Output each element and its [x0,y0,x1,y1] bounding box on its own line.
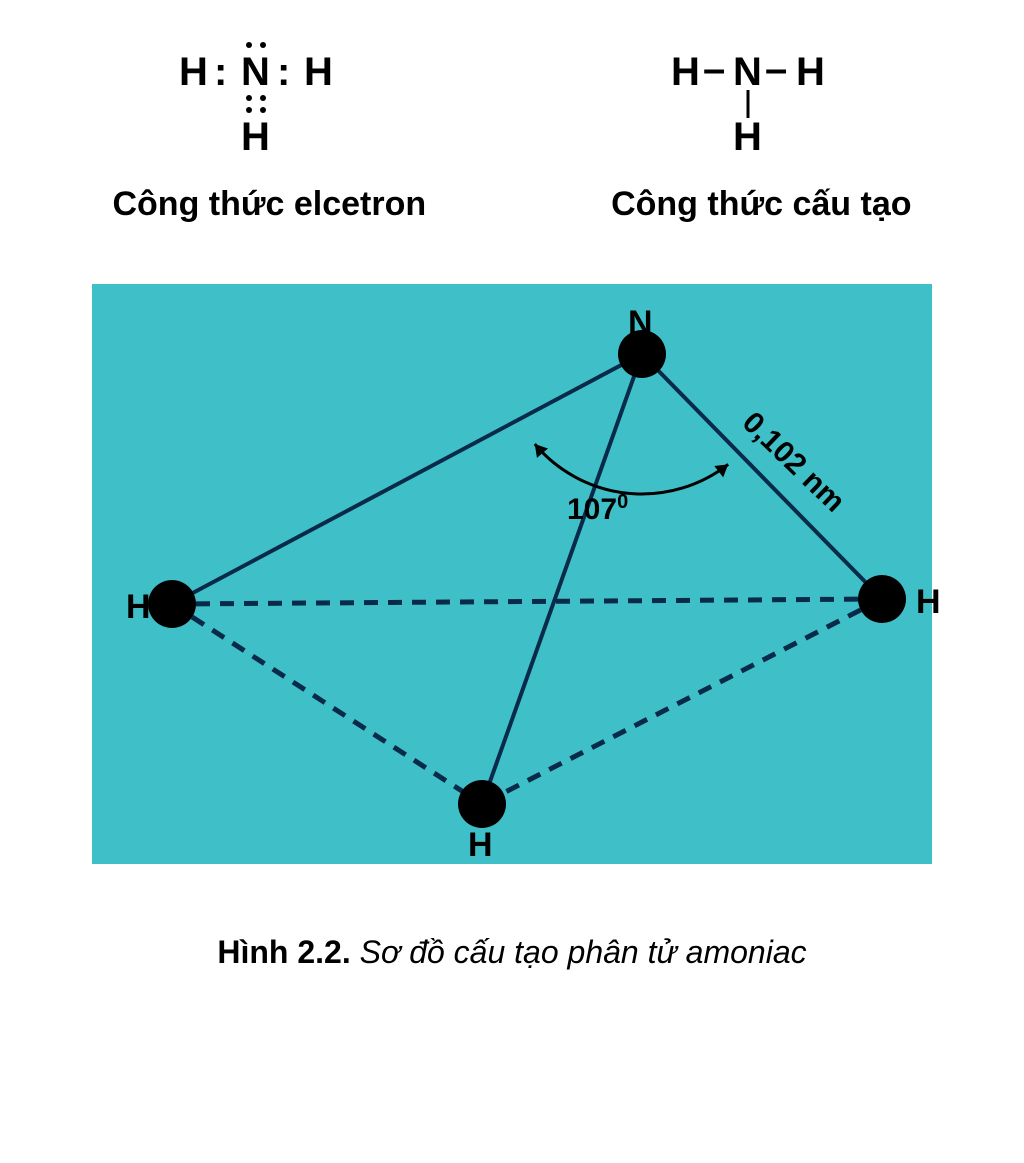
lone-pair-dot [260,42,266,48]
caption-text: Sơ đồ cấu tạo phân tử amoniac [351,934,807,970]
electron-h-right: H [304,50,333,94]
struct-h-left: H [671,50,700,94]
structural-formula-block: H – N – H H Công thức cấu tạo [611,30,911,224]
svg-text:H: H [126,588,151,626]
electron-formula: H : N : H H [119,30,419,160]
structural-formula-label: Công thức cấu tạo [611,185,911,224]
electron-h-bottom: H [241,115,270,159]
figure-caption: Hình 2.2. Sơ đồ cấu tạo phân tử amoniac [0,934,1024,971]
struct-bond-right: – [765,47,787,91]
structural-formula: H – N – H H [611,30,911,160]
struct-h-right: H [796,50,825,94]
molecule-svg: 10700,102 nmNHHH [52,254,972,894]
bond-dot [260,95,266,101]
bond-dot [260,107,266,113]
bond-dot [246,95,252,101]
electron-bond-right: : [277,50,290,94]
caption-prefix: Hình 2.2. [217,934,350,970]
electron-formula-label: Công thức elcetron [112,185,426,224]
lone-pair-dot [246,42,252,48]
struct-bond-left: – [703,47,725,91]
struct-n: N [733,50,762,94]
struct-h-bottom: H [733,115,762,159]
electron-bond-left: : [214,50,227,94]
electron-n: N [241,50,270,94]
molecule-diagram: 10700,102 nmNHHH [52,254,972,894]
electron-h-left: H [179,50,208,94]
bond-dot [246,107,252,113]
electron-formula-block: H : N : H H Công thức elcetron [112,30,426,224]
svg-text:H: H [468,826,493,864]
svg-text:N: N [628,304,653,342]
svg-text:H: H [916,583,941,621]
